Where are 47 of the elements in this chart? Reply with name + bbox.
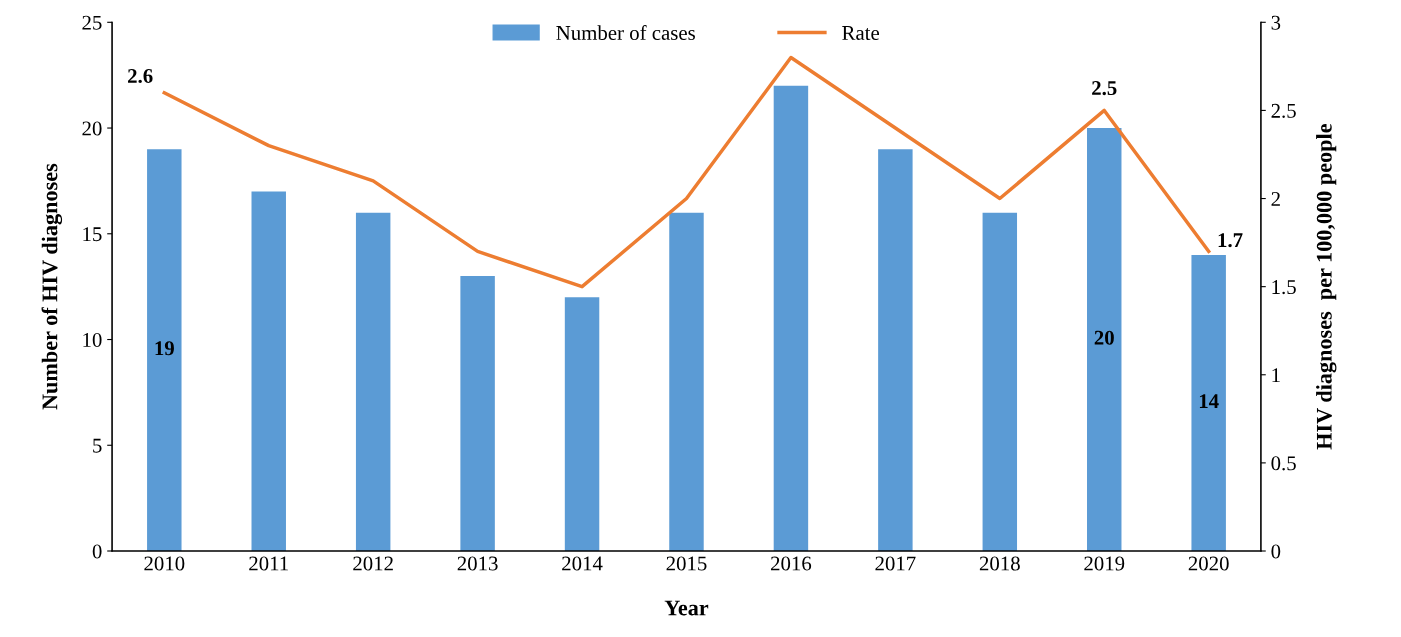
x-tick-label: 2020 (1188, 556, 1229, 571)
y2-tick-label: 0 (1271, 544, 1281, 559)
y-tick-label: 15 (83, 227, 102, 242)
y2-axis-title: HIV diagnoses per 100,000 people (1316, 124, 1337, 450)
bar (878, 149, 913, 551)
y-tick-label: 25 (82, 15, 102, 30)
y-tick-label: 0 (92, 544, 102, 559)
y2-tick-label: 3 (1271, 15, 1281, 30)
bar (669, 212, 704, 551)
x-tick-label: 2011 (249, 556, 288, 571)
data-label: 2.6 (128, 69, 153, 84)
x-tick-label: 2015 (666, 556, 707, 571)
legend-label: Rate (842, 26, 880, 40)
y2-tick-label: 2 (1271, 191, 1280, 206)
bar (1087, 128, 1122, 551)
bar (982, 212, 1018, 551)
data-label: 20 (1094, 330, 1114, 345)
x-tick-label: 2012 (353, 556, 393, 571)
bar (460, 276, 495, 551)
x-tick-label: 2017 (875, 556, 916, 571)
data-label: 2.5 (1092, 81, 1117, 96)
x-tick-label: 2010 (144, 556, 185, 571)
y-tick-label: 5 (93, 438, 102, 453)
bar (251, 191, 286, 551)
legend-label: Number of cases (556, 25, 695, 40)
data-label: 14 (1199, 394, 1219, 408)
x-tick-label: 2016 (771, 556, 812, 571)
y2-tick-label: 0.5 (1271, 456, 1296, 471)
line-series (162, 55, 1211, 289)
x-tick-label: 2013 (457, 556, 498, 571)
x-tick-label: 2014 (562, 556, 603, 571)
x-axis-title: Year (664, 600, 709, 616)
bar (773, 85, 809, 551)
bar (147, 149, 182, 551)
y-axis-title: Number of HIV diagnoses (41, 163, 63, 410)
bar (1191, 254, 1226, 551)
x-tick-label: 2019 (1084, 556, 1125, 571)
y2-tick-label: 2.5 (1271, 103, 1296, 118)
x-tick-label: 2018 (979, 556, 1020, 571)
y-tick-label: 20 (82, 121, 102, 136)
y2-tick-label: 1.5 (1272, 280, 1296, 295)
bar (355, 212, 391, 551)
y-tick-label: 10 (83, 332, 102, 347)
y2-tick-label: 1 (1272, 368, 1280, 382)
data-label: 1.7 (1218, 233, 1243, 248)
data-label: 19 (155, 341, 174, 356)
bar (564, 297, 600, 551)
